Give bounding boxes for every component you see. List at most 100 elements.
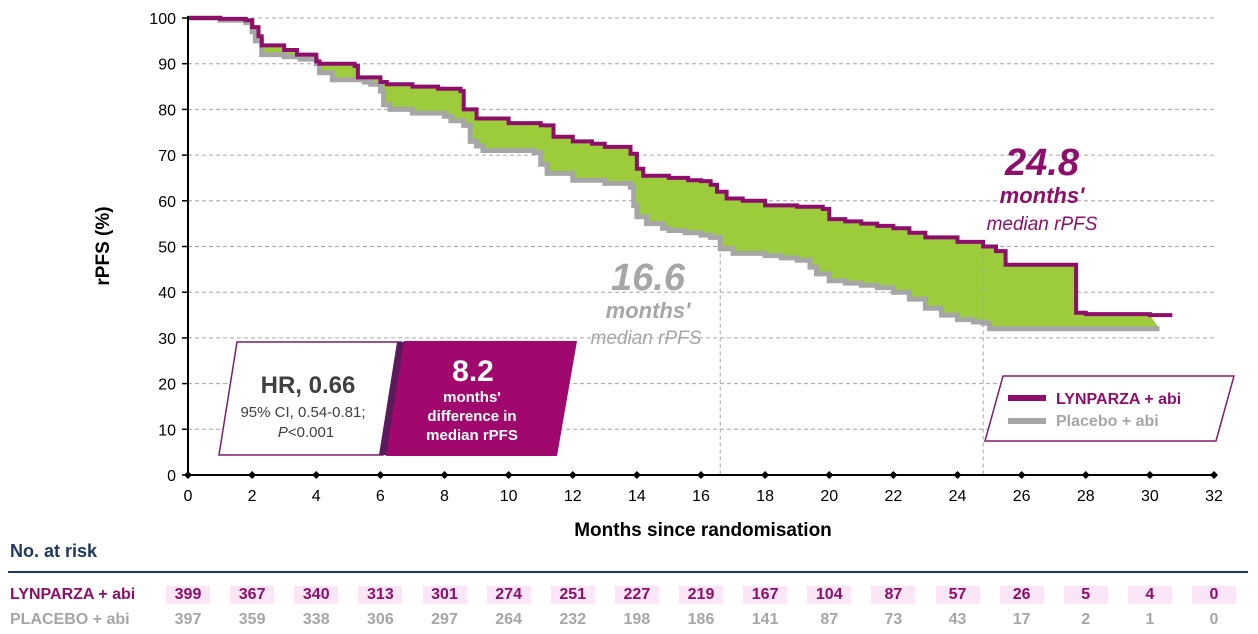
risk-value: 338 xyxy=(302,611,330,628)
x-tick-mark xyxy=(184,471,192,479)
lynparza-curve xyxy=(188,16,1173,318)
x-tick-label: 30 xyxy=(1141,488,1159,505)
placebo-median-value: 16.6 xyxy=(611,257,686,299)
risk-value: 73 xyxy=(884,611,903,628)
risk-value: 43 xyxy=(948,611,967,628)
y-tick-label: 30 xyxy=(158,331,176,348)
difference-line-2: difference in xyxy=(427,408,516,425)
risk-value: 186 xyxy=(687,611,715,628)
risk-value: 397 xyxy=(174,611,202,628)
x-tick-label: 26 xyxy=(1013,488,1031,505)
risk-value: 251 xyxy=(550,586,595,604)
median-guide-lines xyxy=(719,246,984,475)
difference-line-3: median rPFS xyxy=(426,427,518,444)
y-tick-label: 20 xyxy=(158,377,176,394)
x-tick-mark xyxy=(568,471,577,479)
legend: LYNPARZA + abi Placebo + abi xyxy=(984,375,1235,442)
x-tick-label: 22 xyxy=(884,488,902,505)
x-tick-label: 18 xyxy=(756,488,774,505)
x-tick-mark xyxy=(632,471,641,479)
x-tick-label: 0 xyxy=(184,488,193,505)
risk-value: 297 xyxy=(431,611,458,628)
hr-title: HR, 0.66 xyxy=(261,372,356,399)
risk-value: 87 xyxy=(871,586,916,604)
risk-table-rule xyxy=(8,571,1248,573)
risk-value: 264 xyxy=(495,611,522,628)
y-tick-label: 90 xyxy=(158,57,176,74)
risk-value: 4 xyxy=(1127,586,1172,604)
x-tick-label: 8 xyxy=(440,488,449,505)
y-tick-label: 0 xyxy=(167,468,176,485)
risk-value: 399 xyxy=(166,586,210,604)
x-tick-label: 16 xyxy=(692,488,710,505)
risk-value: 0 xyxy=(1192,586,1236,604)
x-tick-label: 10 xyxy=(500,488,518,505)
hr-p-value: P<0.001 xyxy=(278,424,334,441)
x-tick-label: 4 xyxy=(312,488,321,505)
risk-table-title: No. at risk xyxy=(10,541,98,561)
risk-value: 0 xyxy=(1209,611,1219,628)
risk-value: 104 xyxy=(807,586,852,604)
x-tick-mark xyxy=(953,471,962,479)
x-tick-mark xyxy=(1145,471,1154,479)
y-tick-label: 100 xyxy=(149,11,176,28)
risk-value: 301 xyxy=(422,586,467,604)
x-tick-mark xyxy=(889,471,898,479)
hazard-ratio-box: HR, 0.66 95% CI, 0.54-0.81; P<0.001 8.2 … xyxy=(218,341,577,456)
x-tick-label: 14 xyxy=(628,488,646,505)
x-tick-label: 28 xyxy=(1077,488,1095,505)
y-tick-label: 50 xyxy=(158,240,176,257)
difference-box xyxy=(386,341,577,456)
x-axis-label: Months since randomisation xyxy=(574,520,832,540)
risk-value: 227 xyxy=(614,586,659,604)
risk-value: 167 xyxy=(743,586,788,604)
risk-value: 340 xyxy=(294,586,339,604)
placebo-curve xyxy=(188,15,1160,332)
hr-p-symbol: P xyxy=(278,424,288,441)
risk-value: 359 xyxy=(238,611,266,628)
x-tick-mark xyxy=(697,471,705,479)
x-tick-label: 6 xyxy=(376,488,385,505)
risk-value: 198 xyxy=(623,611,651,628)
hr-ci: 95% CI, 0.54-0.81; xyxy=(240,404,365,421)
x-tick-mark xyxy=(376,471,385,479)
risk-value: 2 xyxy=(1081,611,1091,628)
difference-line-1: months' xyxy=(443,389,501,406)
x-tick-mark xyxy=(1017,471,1026,479)
lynparza-median-label: median rPFS xyxy=(987,214,1098,235)
x-tick-mark xyxy=(440,471,449,479)
x-tick-mark xyxy=(1210,471,1218,479)
y-tick-label: 40 xyxy=(158,285,176,302)
y-axis-label: rPFS (%) xyxy=(93,206,114,285)
risk-value: 306 xyxy=(367,611,394,628)
risk-value: 57 xyxy=(935,586,980,604)
lynparza-median-months: months' xyxy=(1000,183,1085,208)
risk-value: 87 xyxy=(820,611,839,628)
hr-p-threshold: <0.001 xyxy=(288,424,334,441)
risk-row-lynparza: LYNPARZA + abi 399 367 340 313 301 274 251 227 2… xyxy=(0,586,1258,608)
y-tick-label: 60 xyxy=(158,194,176,211)
risk-value: 274 xyxy=(486,586,531,604)
x-tick-label: 2 xyxy=(248,488,257,505)
risk-row-label: PLACEBO + abi xyxy=(10,611,130,628)
x-tick-mark xyxy=(1081,471,1090,479)
y-tick-label: 10 xyxy=(158,422,176,439)
risk-value: 17 xyxy=(1012,611,1031,628)
x-tick-label: 24 xyxy=(949,488,967,505)
placebo-median-months: months' xyxy=(606,298,691,323)
risk-value: 219 xyxy=(679,586,723,604)
x-tick-label: 12 xyxy=(564,488,582,505)
x-tick-mark xyxy=(825,471,834,479)
difference-value: 8.2 xyxy=(452,355,494,388)
risk-value: 232 xyxy=(559,611,587,628)
legend-label-lynparza: LYNPARZA + abi xyxy=(1056,391,1181,408)
risk-value: 1 xyxy=(1145,611,1155,628)
x-tick-mark xyxy=(761,471,770,479)
x-tick-mark xyxy=(504,471,513,479)
axes xyxy=(182,16,1218,479)
x-tick-label: 32 xyxy=(1205,488,1223,505)
risk-value: 367 xyxy=(230,586,275,604)
x-tick-mark xyxy=(312,471,321,479)
